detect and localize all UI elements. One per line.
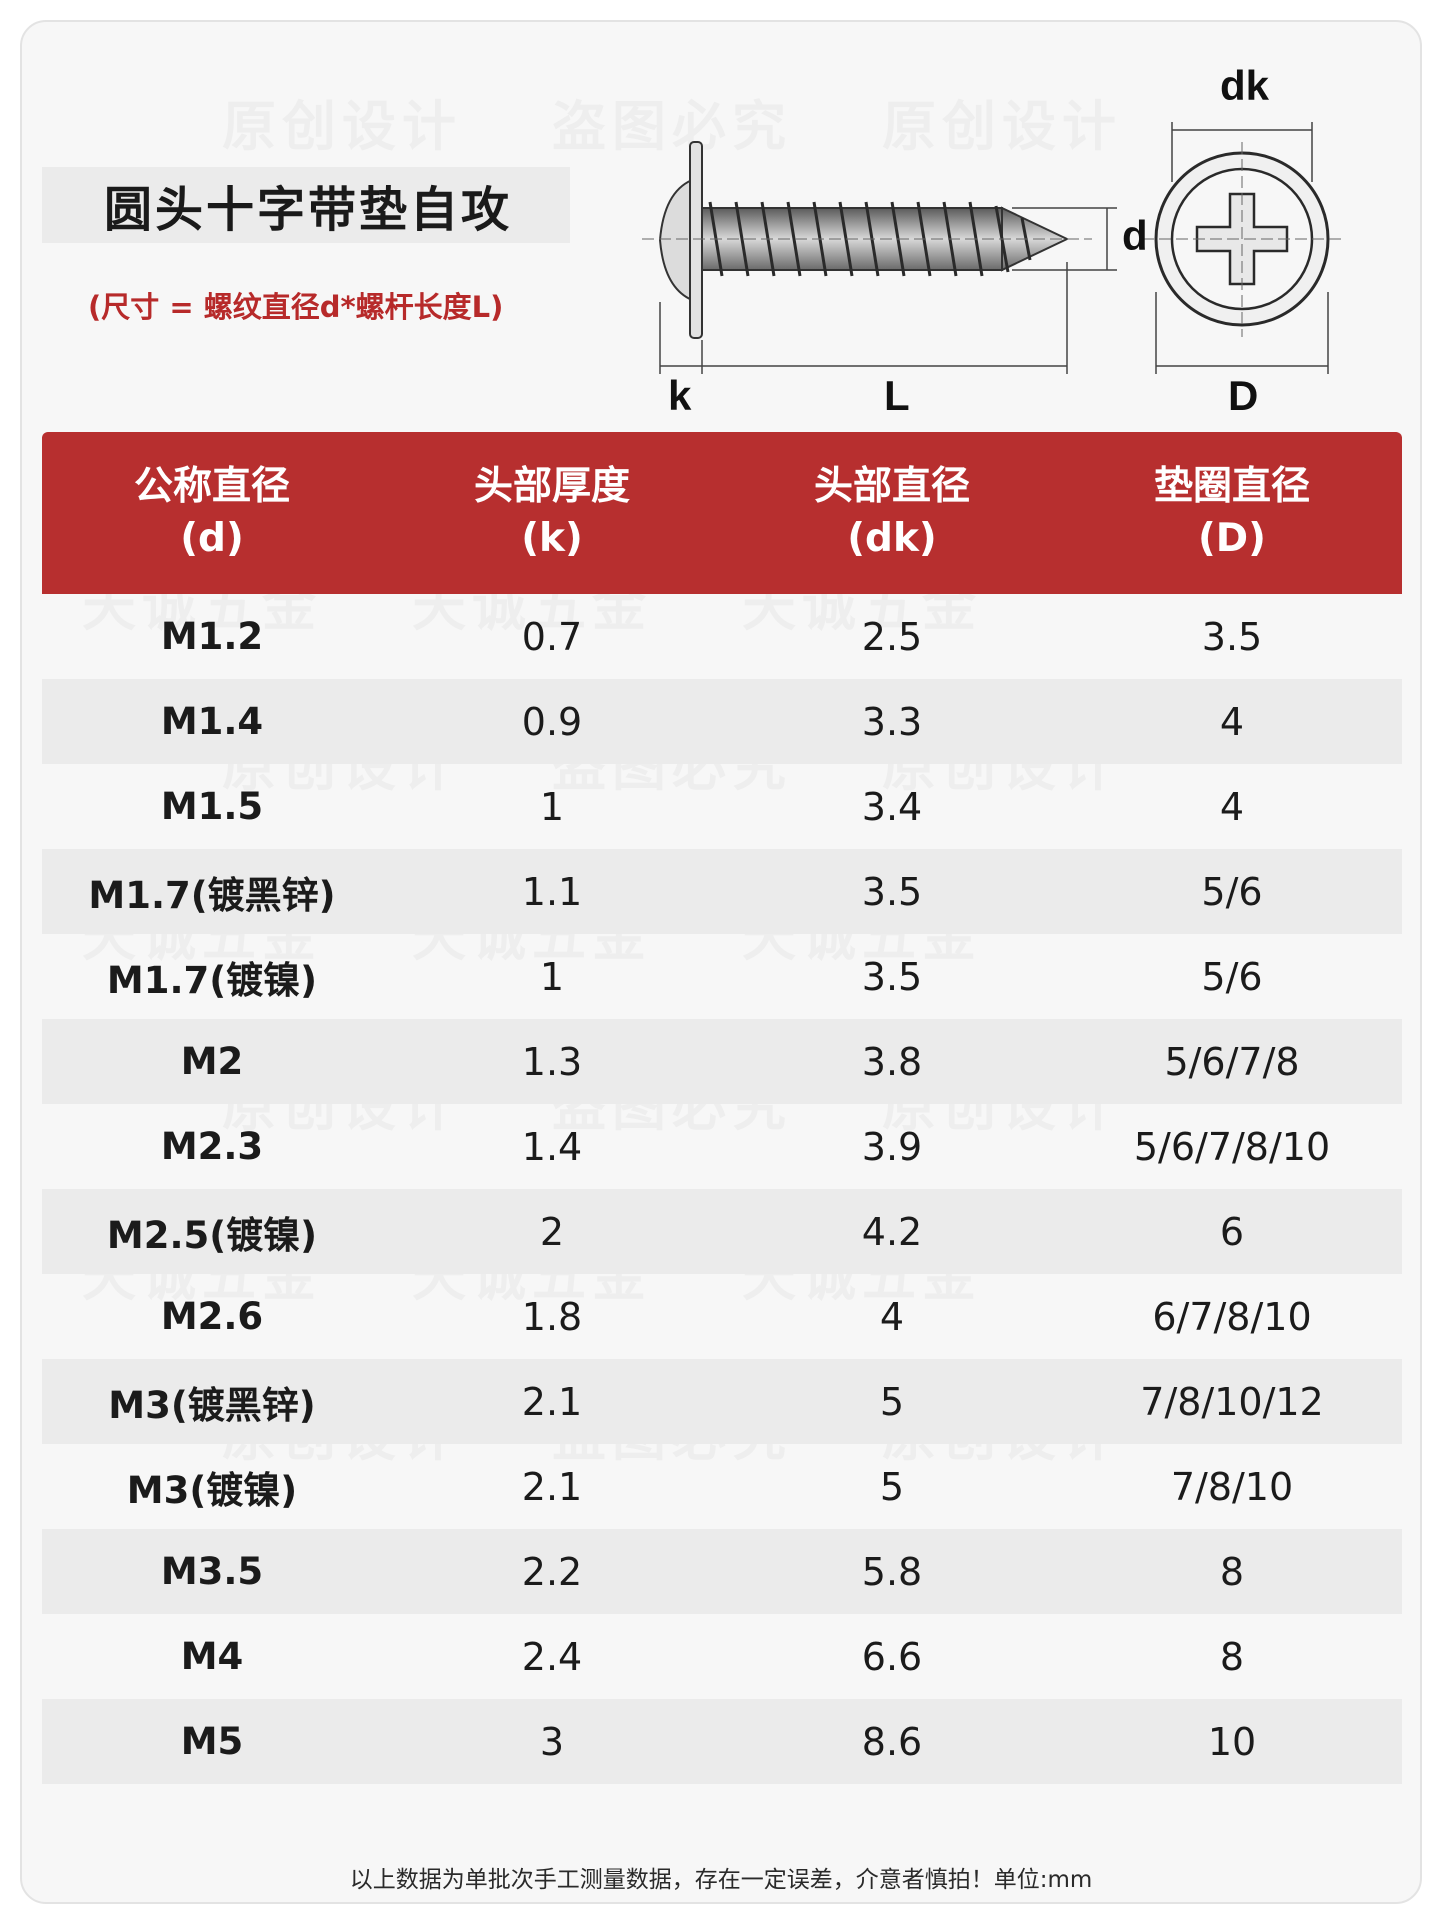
cell-size: M1.7(镀镍) bbox=[106, 958, 318, 1002]
cell-k: 2.1 bbox=[521, 1464, 583, 1509]
cell-size: M5 bbox=[42, 1699, 382, 1784]
cell-size: M3(镀镍) bbox=[126, 1468, 298, 1512]
cell-dk: 3.9 bbox=[861, 1124, 923, 1169]
cell-size: M2.3 bbox=[160, 1125, 264, 1168]
cell-size: M2 bbox=[42, 1019, 382, 1104]
header-nominal-diameter: 公称直径 (d) bbox=[42, 432, 382, 594]
cell-size: M3(镀黑锌) bbox=[42, 1359, 382, 1444]
header-symbol: (D) bbox=[1197, 516, 1267, 561]
cell-k: 1.1 bbox=[382, 849, 722, 934]
cell-k: 2.2 bbox=[382, 1529, 722, 1614]
cell-dk: 3.5 bbox=[722, 849, 1062, 934]
cell-k: 1.3 bbox=[382, 1019, 722, 1104]
measurement-disclaimer: 以上数据为单批次手工测量数据，存在一定误差，介意者慎拍！单位:mm bbox=[349, 1867, 1093, 1893]
cell-k: 2 bbox=[382, 1189, 722, 1274]
table-row: M1.7(镀黑锌) 1.1 3.5 5/6 bbox=[42, 849, 1402, 934]
cell-k: 1.8 bbox=[521, 1294, 583, 1339]
cell-D: 7/8/10/12 bbox=[1062, 1359, 1402, 1444]
header-label: 公称直径 bbox=[133, 464, 290, 509]
page-title: 圆头十字带垫自攻 bbox=[104, 182, 513, 238]
screw-diagram: dk d k L D bbox=[612, 62, 1412, 422]
table-row: M3.5 2.2 5.8 8 bbox=[42, 1529, 1402, 1614]
table-row: M2.6 1.8 4 6/7/8/10 bbox=[42, 1274, 1402, 1359]
header-head-diameter: 头部直径 (dk) bbox=[722, 432, 1062, 594]
cell-k: 0.7 bbox=[521, 614, 583, 659]
header-label: 头部厚度 bbox=[473, 464, 630, 509]
cell-k: 2.4 bbox=[521, 1634, 583, 1679]
header-label: 垫圈直径 bbox=[1153, 464, 1310, 509]
cell-size: M2.6 bbox=[160, 1295, 264, 1338]
cell-D: 7/8/10 bbox=[1170, 1464, 1294, 1509]
cell-dk: 5 bbox=[722, 1359, 1062, 1444]
cell-D: 3.5 bbox=[1201, 614, 1263, 659]
header-head-thickness: 头部厚度 (k) bbox=[382, 432, 722, 594]
watermark: 原创设计 bbox=[222, 82, 462, 161]
cell-size: M1.2 bbox=[160, 615, 264, 658]
cell-size: M4 bbox=[180, 1635, 244, 1678]
cell-k: 3 bbox=[382, 1699, 722, 1784]
cell-k: 1.4 bbox=[521, 1124, 583, 1169]
cell-k: 0.9 bbox=[382, 679, 722, 764]
dim-label-dk: dk bbox=[1220, 62, 1270, 109]
table-row: M1.4 0.9 3.3 4 bbox=[42, 679, 1402, 764]
table-row: M3(镀镍) 2.1 5 7/8/10 bbox=[42, 1444, 1402, 1529]
dim-label-k: k bbox=[668, 372, 692, 419]
size-formula-note: (尺寸 = 螺纹直径d*螺杆长度L) bbox=[88, 290, 504, 324]
cell-dk: 3.3 bbox=[722, 679, 1062, 764]
cell-size: M3.5 bbox=[42, 1529, 382, 1614]
cell-size: M1.4 bbox=[42, 679, 382, 764]
cell-dk: 8.6 bbox=[722, 1699, 1062, 1784]
cell-D: 4 bbox=[1062, 679, 1402, 764]
header-symbol: (d) bbox=[180, 516, 244, 561]
spec-table: 公称直径 (d) 头部厚度 (k) 头部直径 (dk) 垫圈直径 (D) M1.2 0.7… bbox=[42, 432, 1402, 1784]
cell-dk: 2.5 bbox=[861, 614, 923, 659]
cell-D: 6/7/8/10 bbox=[1152, 1294, 1312, 1339]
cell-D: 10 bbox=[1062, 1699, 1402, 1784]
cell-D: 5/6/7/8/10 bbox=[1133, 1124, 1331, 1169]
table-row: M5 3 8.6 10 bbox=[42, 1699, 1402, 1784]
cell-dk: 3.4 bbox=[861, 784, 923, 829]
cell-dk: 5 bbox=[879, 1464, 905, 1509]
cell-size: M2.5(镀镍) bbox=[42, 1189, 382, 1274]
cell-size: M1.5 bbox=[160, 785, 264, 828]
screw-washer bbox=[689, 141, 703, 339]
cell-dk: 6.6 bbox=[861, 1634, 923, 1679]
dim-label-d: d bbox=[1122, 212, 1148, 259]
cell-dk: 3.5 bbox=[861, 954, 923, 999]
table-row: M1.7(镀镍) 1 3.5 5/6 bbox=[42, 934, 1402, 1019]
table-row: M3(镀黑锌) 2.1 5 7/8/10/12 bbox=[42, 1359, 1402, 1444]
cell-D: 6 bbox=[1062, 1189, 1402, 1274]
cell-D: 5/6/7/8 bbox=[1062, 1019, 1402, 1104]
cell-dk: 4 bbox=[879, 1294, 905, 1339]
table-row: M2.3 1.4 3.9 5/6/7/8/10 bbox=[42, 1104, 1402, 1189]
cell-D: 4 bbox=[1219, 784, 1245, 829]
cell-D: 8 bbox=[1062, 1529, 1402, 1614]
header-label: 头部直径 bbox=[813, 464, 970, 509]
screw-head bbox=[658, 178, 693, 302]
cell-D: 5/6 bbox=[1062, 849, 1402, 934]
table-row: M2.5(镀镍) 2 4.2 6 bbox=[42, 1189, 1402, 1274]
table-row: M1.5 1 3.4 4 bbox=[42, 764, 1402, 849]
table-header-row: 公称直径 (d) 头部厚度 (k) 头部直径 (dk) 垫圈直径 (D) bbox=[42, 432, 1402, 594]
cell-k: 1 bbox=[539, 784, 565, 829]
cell-D: 5/6 bbox=[1201, 954, 1263, 999]
table-row: M2 1.3 3.8 5/6/7/8 bbox=[42, 1019, 1402, 1104]
cell-k: 2.1 bbox=[382, 1359, 722, 1444]
header-symbol: (dk) bbox=[847, 516, 937, 561]
cell-size: M1.7(镀黑锌) bbox=[42, 849, 382, 934]
cell-D: 8 bbox=[1219, 1634, 1245, 1679]
screw-drawing bbox=[642, 122, 1342, 374]
title-box: 圆头十字带垫自攻 bbox=[42, 167, 570, 243]
header-washer-diameter: 垫圈直径 (D) bbox=[1062, 432, 1402, 594]
table-row: M1.2 0.7 2.5 3.5 bbox=[42, 594, 1402, 679]
table-row: M4 2.4 6.6 8 bbox=[42, 1614, 1402, 1699]
dim-label-L: L bbox=[884, 372, 910, 419]
cell-dk: 4.2 bbox=[722, 1189, 1062, 1274]
cell-dk: 5.8 bbox=[722, 1529, 1062, 1614]
cell-k: 1 bbox=[539, 954, 565, 999]
dim-label-D: D bbox=[1228, 372, 1259, 419]
cell-dk: 3.8 bbox=[722, 1019, 1062, 1104]
header-symbol: (k) bbox=[521, 516, 583, 561]
spec-card: 原创设计 盗图必究 原创设计 天诚五金 天诚五金 天诚五金 原创设计 盗图必究 … bbox=[20, 20, 1422, 1904]
